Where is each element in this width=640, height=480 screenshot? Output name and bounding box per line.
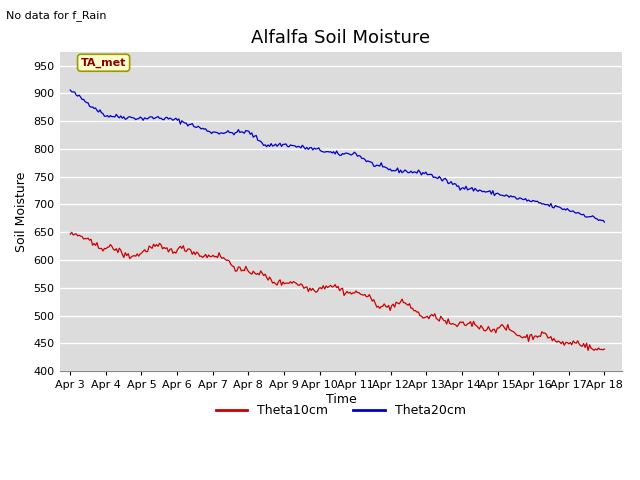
Theta10cm [67,231,74,237]
Theta20cm [67,87,74,93]
Text: No data for f_Rain: No data for f_Rain [6,10,107,21]
Theta10cm [227,262,235,267]
Theta20cm [252,132,260,138]
Line: Theta10cm: Theta10cm [70,232,604,350]
Theta10cm [133,251,141,257]
X-axis label: Time: Time [326,393,356,406]
Text: TA_met: TA_met [81,58,126,68]
Y-axis label: Soil Moisture: Soil Moisture [15,171,28,252]
Theta10cm [245,269,253,275]
Theta20cm [132,117,140,122]
Theta10cm [254,271,262,276]
Title: Alfalfa Soil Moisture: Alfalfa Soil Moisture [252,29,431,48]
Theta20cm [300,144,308,150]
Theta10cm [572,340,580,346]
Line: Theta20cm: Theta20cm [70,90,604,222]
Theta20cm [571,210,579,216]
Theta20cm [600,219,608,225]
Theta10cm [584,348,592,353]
Theta20cm [243,128,251,134]
Theta10cm [301,285,309,290]
Theta20cm [226,130,234,135]
Legend: Theta10cm, Theta20cm: Theta10cm, Theta20cm [211,399,470,422]
Theta10cm [600,346,608,352]
Theta10cm [68,229,76,235]
